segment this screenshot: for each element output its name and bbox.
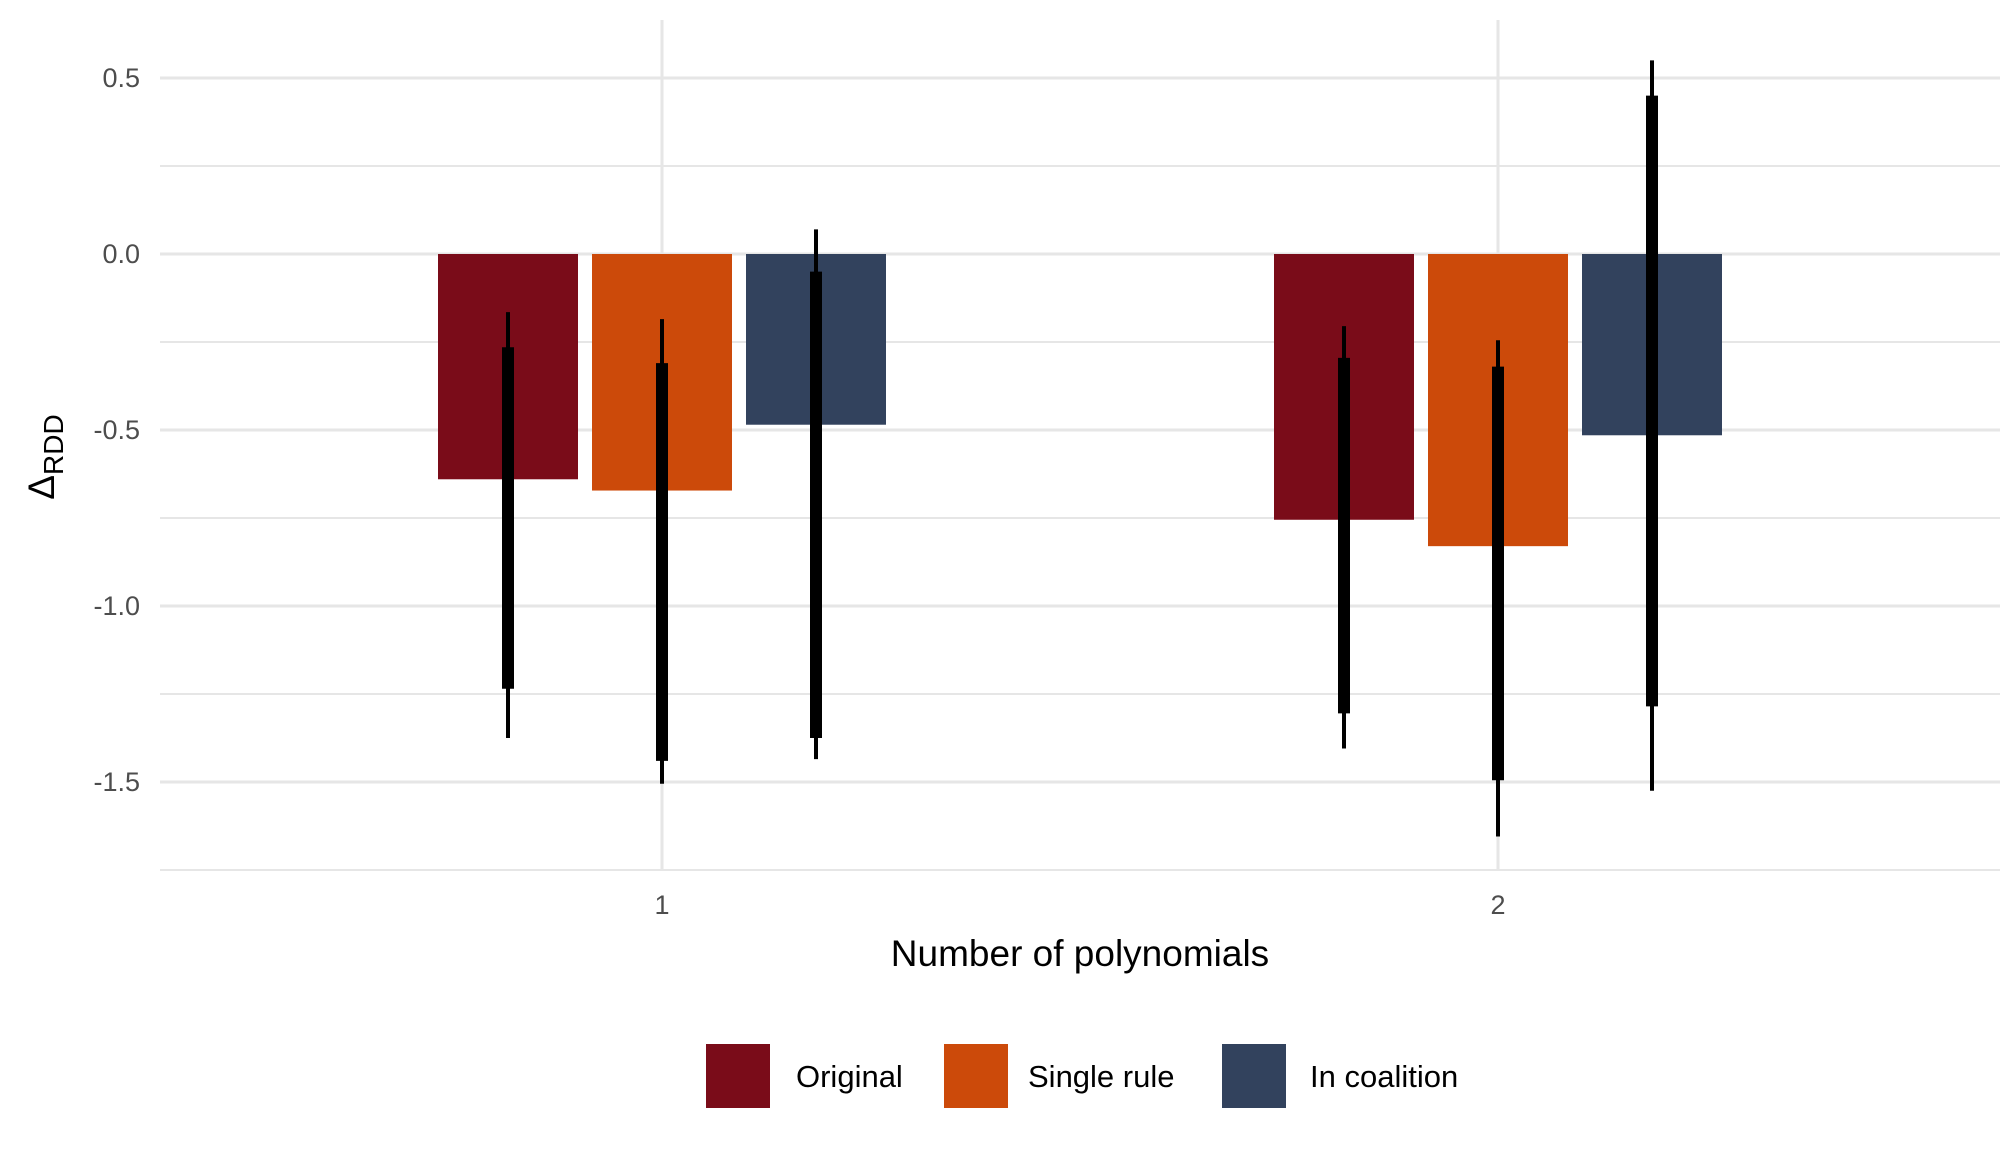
legend-swatch [1222,1044,1286,1108]
y-tick-label: 0.0 [102,239,140,269]
legend-item-original: Original [706,1044,903,1108]
x-axis-title: Number of polynomials [891,933,1269,974]
legend-label: In coalition [1310,1059,1458,1094]
legend-swatch [944,1044,1008,1108]
legend-label: Single rule [1028,1059,1174,1094]
legend: Original Single rule In coalition [706,1044,1458,1108]
legend-item-in-coalition: In coalition [1222,1044,1458,1108]
y-axis-title-main: Δ [21,475,62,500]
y-axis-ticks: 0.5 0.0 -0.5 -1.0 -1.5 [93,63,140,797]
bars-group [438,254,1722,547]
error-bars-group [502,60,1658,837]
y-tick-label: -0.5 [93,415,140,445]
y-axis-title: ΔRDD [21,414,69,499]
legend-label: Original [796,1059,903,1094]
y-tick-label: 0.5 [102,63,140,93]
x-tick-label: 1 [654,890,669,920]
y-tick-label: -1.5 [93,767,140,797]
x-tick-label: 2 [1490,890,1505,920]
grid-lines [160,20,2000,871]
y-axis-title-subscript: RDD [38,414,69,475]
legend-swatch [706,1044,770,1108]
legend-item-single-rule: Single rule [944,1044,1174,1108]
y-tick-label: -1.0 [93,591,140,621]
